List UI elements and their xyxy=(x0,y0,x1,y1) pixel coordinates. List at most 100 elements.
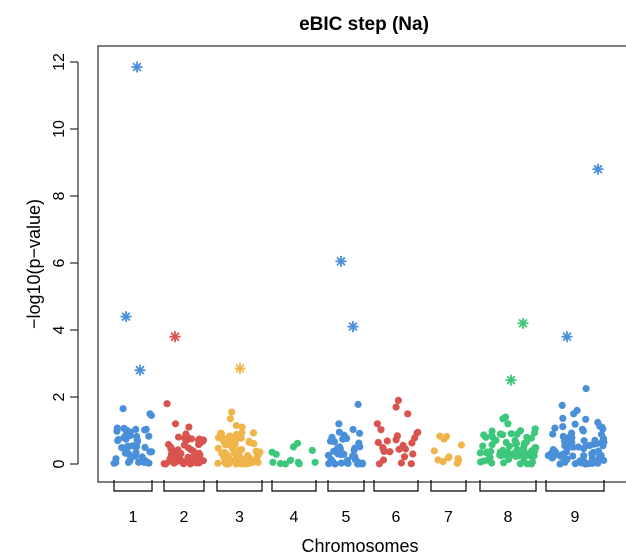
data-point xyxy=(400,453,409,461)
data-point xyxy=(164,440,173,449)
data-point xyxy=(563,455,571,463)
data-point xyxy=(580,437,588,445)
data-point xyxy=(252,447,260,455)
data-point xyxy=(229,445,237,453)
data-point xyxy=(556,452,564,460)
data-point xyxy=(527,460,535,468)
marker-stroke xyxy=(518,318,528,328)
data-point xyxy=(569,452,577,460)
data-point xyxy=(356,429,364,437)
data-point xyxy=(556,460,564,468)
data-point xyxy=(238,429,246,437)
data-point xyxy=(373,420,381,428)
data-point xyxy=(228,408,236,416)
data-point xyxy=(232,430,240,439)
data-point xyxy=(163,400,171,408)
data-point xyxy=(124,458,133,466)
data-point xyxy=(252,455,260,463)
marker-stroke xyxy=(562,332,572,342)
data-point xyxy=(480,431,488,439)
data-point xyxy=(123,443,131,451)
data-point xyxy=(570,410,578,418)
data-point xyxy=(563,444,572,452)
data-point xyxy=(195,449,203,457)
x-tick-label: 5 xyxy=(342,509,351,526)
data-point xyxy=(551,424,559,432)
data-point xyxy=(443,432,451,441)
data-point xyxy=(520,453,529,461)
data-point xyxy=(349,425,357,434)
data-point xyxy=(600,438,608,446)
data-point xyxy=(520,441,528,450)
chromosome-bracket xyxy=(113,480,153,492)
data-point xyxy=(147,448,156,456)
data-point xyxy=(308,446,316,454)
data-point xyxy=(565,433,573,442)
data-point xyxy=(311,458,319,466)
data-point xyxy=(505,442,514,450)
marker-stroke xyxy=(506,375,516,385)
data-point xyxy=(356,443,364,451)
significant-marker xyxy=(335,255,347,267)
y-tick-label: 6 xyxy=(51,258,68,267)
data-point xyxy=(497,452,505,460)
data-point xyxy=(147,411,155,419)
marker-stroke xyxy=(348,322,358,332)
data-point xyxy=(394,396,402,404)
data-point xyxy=(337,459,345,467)
data-point xyxy=(169,454,178,462)
data-point xyxy=(141,426,149,434)
data-point xyxy=(523,433,531,441)
data-point xyxy=(559,414,567,422)
y-tick-label: 0 xyxy=(51,459,68,468)
marker-stroke xyxy=(336,256,346,266)
data-point xyxy=(499,415,507,423)
data-point xyxy=(249,429,258,437)
significant-marker xyxy=(131,61,143,73)
data-point xyxy=(476,458,485,466)
data-point xyxy=(171,420,180,428)
chromosome-bracket xyxy=(271,480,317,492)
data-point xyxy=(476,449,484,457)
data-point xyxy=(268,448,276,456)
data-point xyxy=(483,448,491,456)
chromosome-bracket xyxy=(479,480,537,492)
significant-marker xyxy=(169,331,181,343)
data-point xyxy=(549,430,557,438)
data-point xyxy=(507,430,515,438)
data-point xyxy=(221,458,229,466)
data-point xyxy=(374,438,382,447)
data-point xyxy=(499,431,507,439)
data-point xyxy=(113,424,121,432)
data-point xyxy=(133,432,141,441)
x-tick-label: 2 xyxy=(180,509,189,526)
data-point xyxy=(226,415,234,423)
marker-stroke xyxy=(170,332,180,342)
data-point xyxy=(580,452,588,460)
significant-marker xyxy=(120,311,132,323)
data-point xyxy=(434,456,442,464)
x-tick-label: 8 xyxy=(504,509,513,526)
data-point xyxy=(232,421,240,430)
data-point xyxy=(185,423,193,431)
data-point xyxy=(276,460,285,468)
data-point xyxy=(531,425,539,433)
data-point xyxy=(512,440,520,448)
data-point xyxy=(530,446,539,454)
data-point xyxy=(571,420,579,428)
data-point xyxy=(214,444,222,452)
data-point xyxy=(124,430,132,438)
significant-marker xyxy=(517,317,529,329)
data-point xyxy=(269,458,277,466)
data-point xyxy=(379,445,387,453)
data-point xyxy=(132,448,140,457)
data-point xyxy=(589,448,597,457)
y-tick-label: 12 xyxy=(51,53,68,71)
data-point xyxy=(141,443,149,451)
chromosome-bracket xyxy=(163,480,205,492)
data-point xyxy=(397,459,405,467)
data-point xyxy=(177,450,185,458)
data-point xyxy=(226,435,234,443)
data-point xyxy=(294,439,302,447)
x-tick-label: 3 xyxy=(235,509,244,526)
